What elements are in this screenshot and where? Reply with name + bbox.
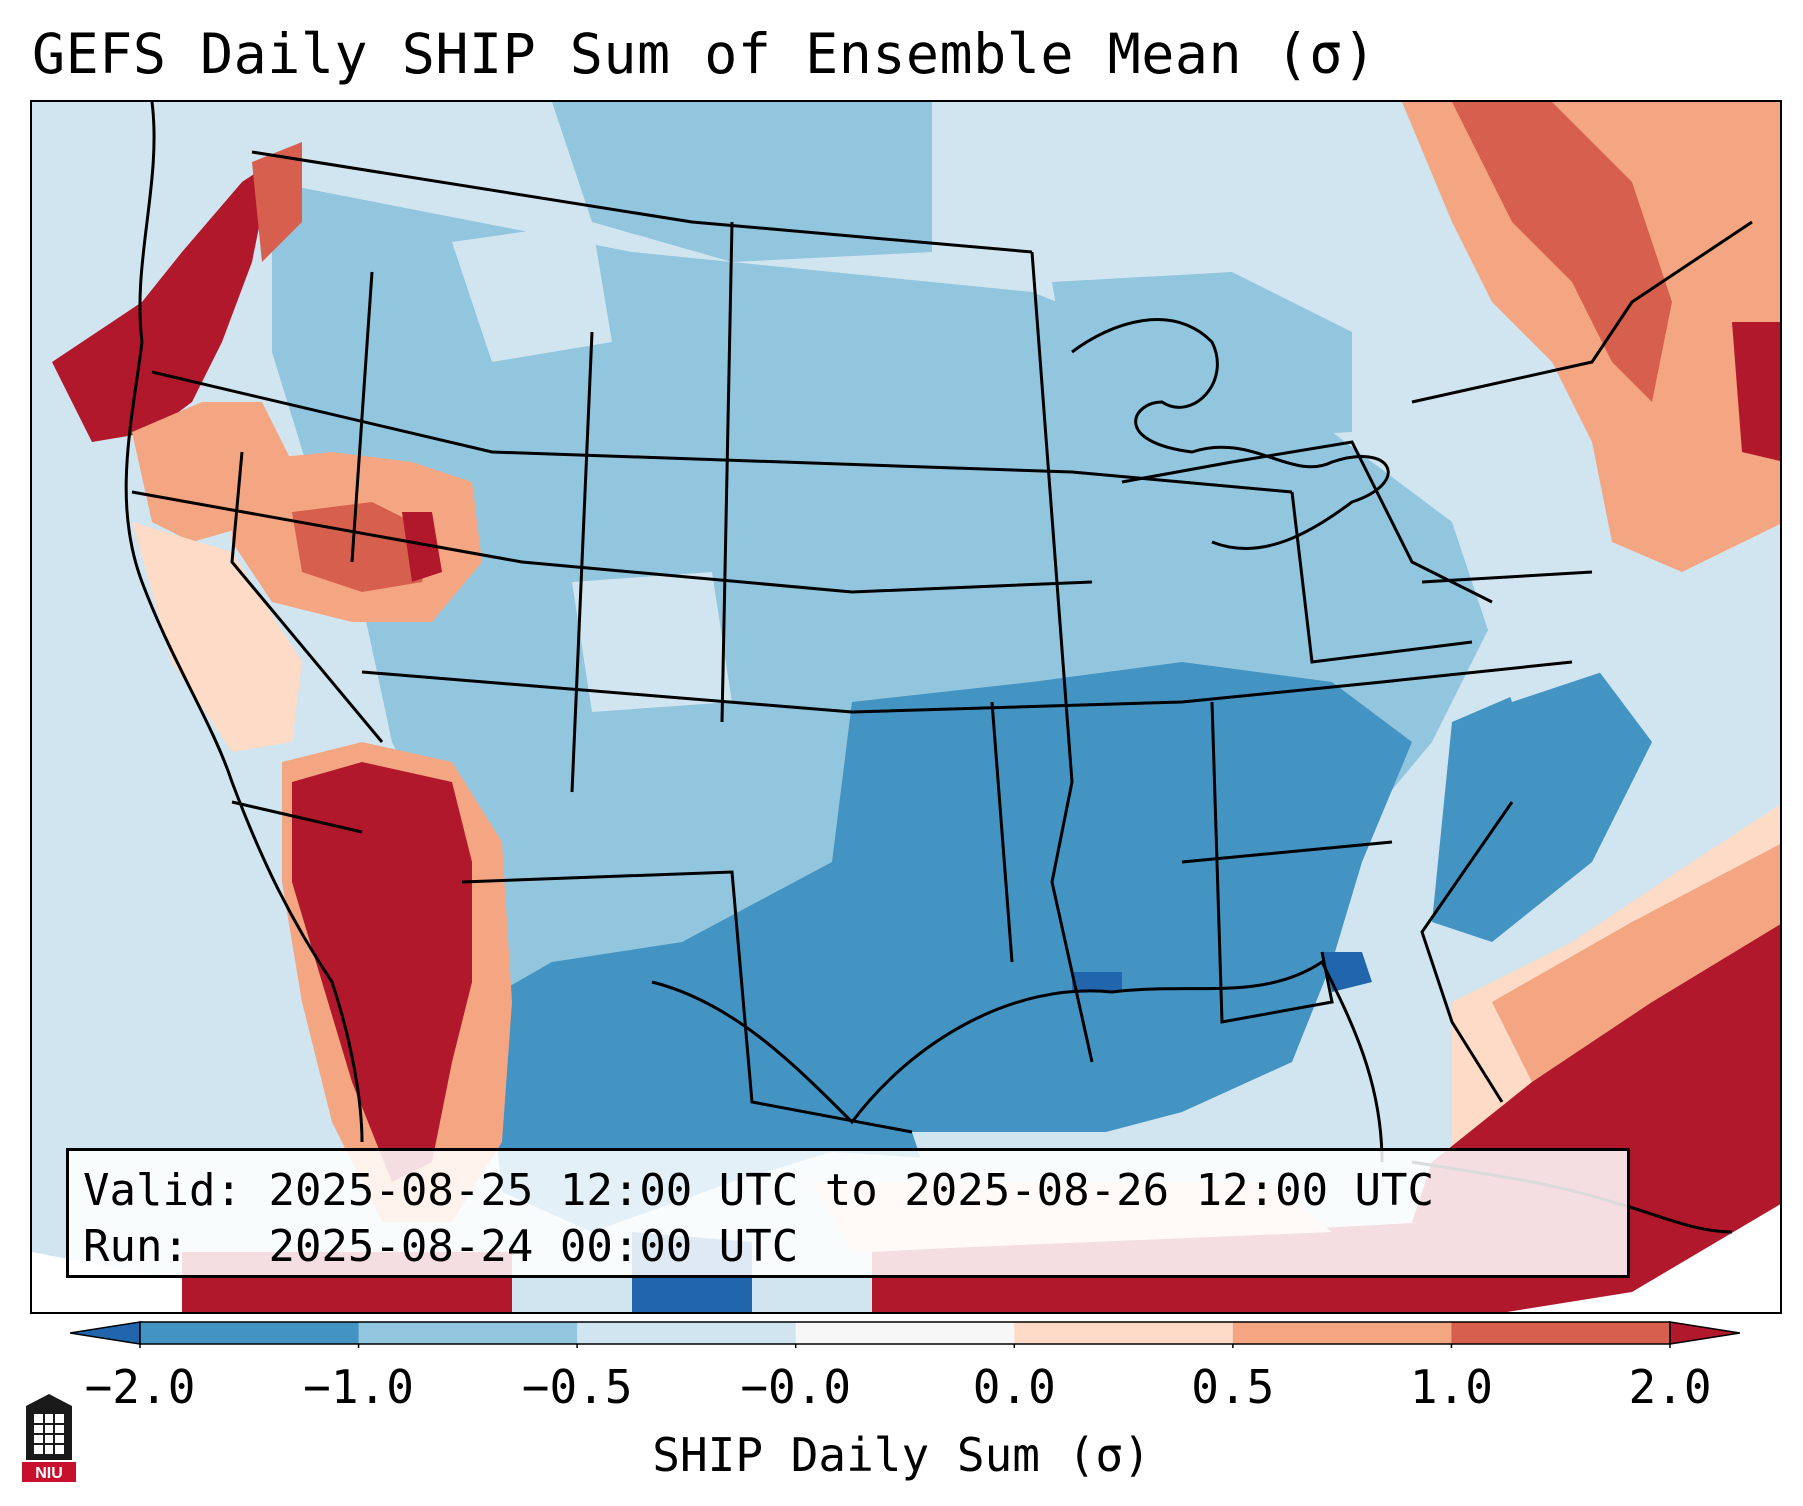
region-great-lakes-blue — [1052, 272, 1352, 442]
region-pnw-red — [52, 162, 272, 442]
region-northeast-dark-red — [1732, 322, 1780, 462]
run-label: Run: — [83, 1221, 189, 1272]
region-southeast-dark-blue — [482, 662, 1412, 1232]
region-great-basin-red — [292, 502, 432, 592]
region-washington-red — [252, 142, 302, 262]
map-title: GEFS Daily SHIP Sum of Ensemble Mean (σ) — [32, 22, 1377, 86]
colorbar-segment — [358, 1322, 578, 1344]
colorbar-tick-label: 1.0 — [1409, 1360, 1493, 1414]
valid-run-info-box: Valid: 2025-08-25 12:00 UTC to 2025-08-2… — [66, 1148, 1630, 1278]
great-lakes-outline — [1071, 318, 1390, 550]
colorbar-tick-label: 0.0 — [972, 1360, 1056, 1414]
region-florida-deep-blue — [1322, 952, 1372, 992]
projection-corner-right — [1504, 1204, 1780, 1312]
colorbar-segment — [1451, 1322, 1671, 1344]
colorbar-segment — [140, 1322, 360, 1344]
run-value: 2025-08-24 00:00 UTC — [268, 1221, 799, 1272]
colorbar-tick-label: −1.0 — [303, 1360, 414, 1414]
colorbar — [70, 1321, 1740, 1348]
colorbar-tick-label: 0.5 — [1191, 1360, 1275, 1414]
svg-text:NIU: NIU — [35, 1465, 63, 1482]
colorbar-tick-label: −2.0 — [84, 1360, 196, 1414]
colorbar-tick-label: −0.5 — [521, 1360, 633, 1414]
colorbar-extend-high — [1669, 1321, 1740, 1345]
colorbar-label: SHIP Daily Sum (σ) — [652, 1428, 1151, 1482]
colorbar-tick-label: 2.0 — [1628, 1360, 1712, 1414]
projection-corner-left — [32, 1252, 510, 1312]
region-atlantic-orange-band — [1492, 844, 1780, 1082]
niu-logo-icon: NIU — [22, 1394, 76, 1482]
anomaly-map — [32, 102, 1780, 1312]
region-montana-light — [452, 222, 612, 362]
colorbar-segment — [1014, 1322, 1234, 1344]
map-panel — [30, 100, 1782, 1314]
colorbar-outline — [139, 1321, 1671, 1345]
region-california-pink — [132, 522, 302, 752]
colorbar-segment — [795, 1322, 1015, 1344]
region-colorado-light — [572, 572, 732, 712]
colorbar-segment — [1232, 1322, 1452, 1344]
state-boundaries — [124, 102, 1753, 1143]
gulf-coast-outline — [651, 959, 1384, 1163]
region-idaho-dark-red — [402, 512, 442, 582]
region-southeast-atlantic-dark-blue — [1432, 662, 1652, 942]
region-northeast-pink — [1402, 102, 1780, 572]
region-southwest-red — [292, 762, 472, 1182]
colorbar-segment — [577, 1322, 797, 1344]
colorbar-extend-low — [70, 1321, 141, 1345]
region-gulf-deep-blue — [1072, 972, 1122, 992]
colorbar-tick-label: −0.0 — [740, 1360, 852, 1414]
region-north-canada-blue — [552, 102, 932, 262]
valid-label: Valid: — [83, 1165, 242, 1216]
valid-value: 2025-08-25 12:00 UTC to 2025-08-26 12:00… — [268, 1165, 1435, 1216]
